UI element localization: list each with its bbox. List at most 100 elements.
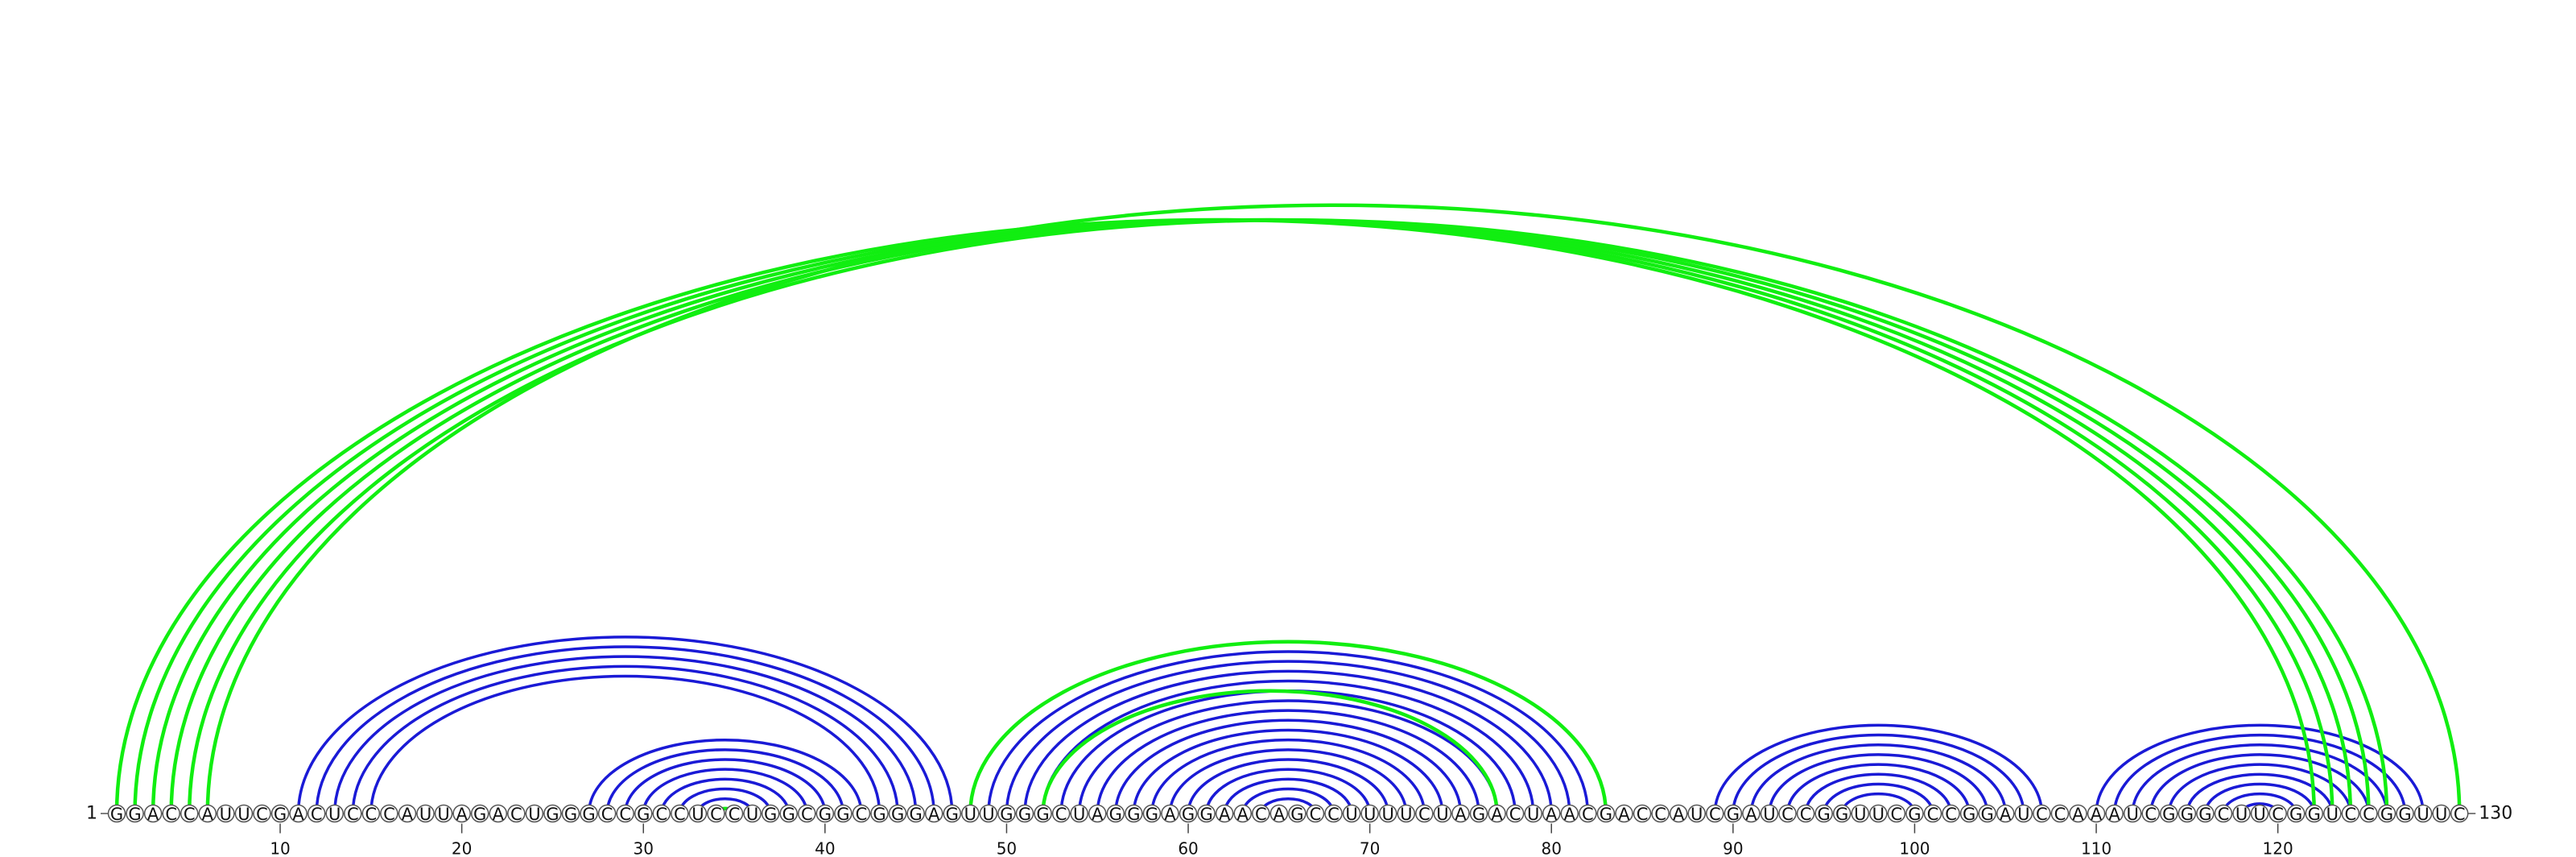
nucleotide-letter-104: G <box>1981 805 1994 824</box>
stem-pair-arc-49-82 <box>987 650 1590 814</box>
nucleotide-113 <box>2141 804 2160 823</box>
stem-pair-arc-112-126 <box>2131 743 2388 814</box>
nucleotide-letter-109: A <box>2072 805 2084 824</box>
nucleotide-letter-129: U <box>2435 805 2447 824</box>
nucleotide-6 <box>198 804 217 823</box>
nucleotide-letter-92: U <box>1763 805 1775 824</box>
nucleotide-102 <box>1942 804 1960 823</box>
nucleotide-125 <box>2359 804 2378 823</box>
nucleotide-112 <box>2123 804 2142 823</box>
nucleotide-45 <box>906 804 925 823</box>
nucleotide-2 <box>126 804 144 823</box>
stem-pair-arc-11-47 <box>296 635 954 814</box>
nucleotide-letter-88: U <box>1690 805 1703 824</box>
stem-pair-arc-117-121 <box>2222 792 2297 814</box>
nucleotide-78 <box>1505 804 1525 823</box>
nucleotide-89 <box>1706 804 1724 823</box>
nucleotide-100 <box>1905 804 1924 823</box>
nucleotide-letter-97: U <box>1854 805 1866 824</box>
nucleotide-3 <box>143 804 163 823</box>
nucleotide-83 <box>1596 804 1616 823</box>
nucleotide-46 <box>924 804 943 823</box>
nucleotide-14 <box>344 804 362 823</box>
nucleotide-letter-94: C <box>1800 805 1812 824</box>
nucleotide-letter-75: A <box>1455 805 1467 824</box>
nucleotide-letter-21: G <box>473 805 486 824</box>
nucleotide-70 <box>1360 804 1379 823</box>
nucleotide-letter-19: U <box>437 805 449 824</box>
nucleotide-letter-38: G <box>782 805 795 824</box>
nucleotide-letter-54: U <box>1073 805 1085 824</box>
nucleotide-34 <box>707 804 725 823</box>
nucleotide-10 <box>270 804 290 823</box>
nucleotide-letter-29: C <box>619 805 631 824</box>
nucleotide-letter-52: G <box>1036 805 1049 824</box>
nucleotide-letter-22: A <box>493 805 505 824</box>
nucleotide-44 <box>888 804 907 823</box>
stem-pair-arc-58-73 <box>1150 738 1426 814</box>
nucleotide-letter-50: G <box>1000 805 1013 824</box>
nucleotide-letter-72: U <box>1400 805 1412 824</box>
nucleotide-55 <box>1088 804 1107 823</box>
nucleotide-letter-45: G <box>909 805 922 824</box>
nucleotide-letter-123: U <box>2326 805 2339 824</box>
nucleotide-101 <box>1923 804 1942 823</box>
nucleotide-50 <box>997 804 1016 823</box>
nucleotide-letter-107: C <box>2036 805 2048 824</box>
nucleotide-letter-111: A <box>2108 805 2120 824</box>
stem-pair-arc-51-80 <box>1023 669 1553 814</box>
nucleotide-122 <box>2305 804 2324 823</box>
nucleotide-letter-58: G <box>1146 805 1158 824</box>
nucleotide-letter-89: C <box>1709 805 1721 824</box>
nucleotide-letter-93: C <box>1781 805 1794 824</box>
nucleotide-20 <box>452 804 471 823</box>
stem-pair-arc-95-101 <box>1822 782 1934 814</box>
nucleotide-32 <box>671 804 689 823</box>
nucleotide-letter-17: A <box>402 805 414 824</box>
nucleotide-15 <box>361 804 381 823</box>
nucleotide-letter-57: G <box>1127 805 1140 824</box>
nucleotide-letter-3: A <box>147 805 159 824</box>
nucleotide-letter-126: G <box>2380 805 2393 824</box>
nucleotide-90 <box>1724 804 1743 823</box>
nucleotide-letter-56: G <box>1109 805 1122 824</box>
nucleotide-letter-69: U <box>1345 805 1357 824</box>
nucleotide-36 <box>743 804 762 823</box>
nucleotide-59 <box>1161 804 1179 823</box>
pseudoknot-pair-arc-6-130 <box>205 203 2462 814</box>
nucleotide-letter-98: U <box>1872 805 1885 824</box>
nucleotide-81 <box>1560 804 1579 823</box>
nucleotide-letter-105: A <box>2000 805 2012 824</box>
nucleotide-35 <box>724 804 744 823</box>
nucleotide-letter-60: G <box>1182 805 1195 824</box>
nucleotide-87 <box>1669 804 1688 823</box>
nucleotide-letter-28: C <box>601 805 613 824</box>
nucleotide-128 <box>2413 804 2433 823</box>
nucleotide-letter-48: U <box>964 805 976 824</box>
nucleotide-letter-81: A <box>1564 805 1576 824</box>
nucleotide-letter-102: C <box>1945 805 1957 824</box>
nucleotide-84 <box>1615 804 1633 823</box>
nucleotide-letter-95: G <box>1817 805 1830 824</box>
stem-pair-arc-93-103 <box>1785 763 1971 814</box>
stem-pair-arc-94-102 <box>1804 772 1953 814</box>
nucleotide-127 <box>2396 804 2414 823</box>
nucleotide-109 <box>2069 804 2087 823</box>
nucleotide-16 <box>380 804 398 823</box>
stem-pair-arc-28-41 <box>605 748 845 814</box>
nucleotide-letter-64: C <box>1255 805 1267 824</box>
pseudoknot-pair-arc-3-124 <box>151 217 2353 814</box>
nucleotide-126 <box>2377 804 2396 823</box>
nucleotide-letter-103: G <box>1963 805 1975 824</box>
nucleotide-37 <box>761 804 780 823</box>
nucleotide-41 <box>834 804 852 823</box>
nucleotide-19 <box>434 804 453 823</box>
nucleotide-49 <box>979 804 998 823</box>
nucleotide-66 <box>1288 804 1307 823</box>
tick-label-60: 60 <box>1178 839 1198 857</box>
nucleotide-17 <box>398 804 417 823</box>
nucleotide-letter-18: U <box>419 805 431 824</box>
nucleotide-60 <box>1179 804 1198 823</box>
nucleotide-38 <box>779 804 798 823</box>
stem-pair-arc-31-38 <box>660 777 791 814</box>
